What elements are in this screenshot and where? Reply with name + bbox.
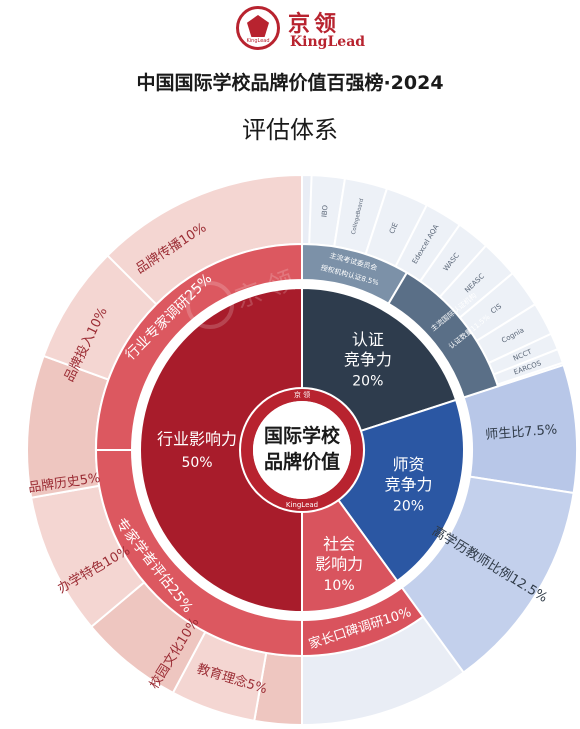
center-disc (253, 401, 351, 499)
outer-cell-high-edu (400, 475, 575, 674)
kinglead-logo: KingLead 京领 KingLead (236, 6, 366, 54)
inner-label-4-pct: 50% (181, 455, 212, 471)
header: KingLead 京领 KingLead 中国国际学校品牌价值百强榜·2024 … (0, 0, 580, 150)
inner-label-4-line1: 行业影响力 (157, 430, 237, 449)
logo-english-name: KingLead (290, 34, 366, 50)
middle-ring-intl-accreditation (387, 271, 500, 399)
page-subtitle: 评估体系 (242, 116, 338, 144)
logo-chinese-name: 京领 (288, 11, 341, 37)
inner-label-1-pct: 20% (352, 373, 383, 389)
page-title: 中国国际学校品牌价值百强榜·2024 (136, 72, 444, 94)
outer-logo-cie: CIE (388, 221, 400, 235)
middle-label-teacher-ratio: 师生比7.5% (485, 422, 558, 443)
inner-label-3-line1: 社会 (323, 535, 355, 554)
center-title-line1: 国际学校 (264, 424, 341, 447)
center-ring-bottom-text: KingLead (286, 501, 318, 509)
inner-label-3-line2: 影响力 (315, 555, 363, 574)
outer-logo-ibo: IBO (320, 204, 329, 217)
middle-ring-industry-survey (94, 242, 303, 451)
inner-label-1-line2: 竞争力 (344, 350, 392, 369)
center-title-line2: 品牌价值 (264, 450, 340, 473)
kinglead-emblem-icon: KingLead (236, 6, 280, 50)
inner-label-2-pct: 20% (393, 499, 424, 515)
inner-label-2-line2: 竞争力 (385, 475, 433, 494)
center-ring-top-text: 京 领 (294, 390, 310, 399)
inner-label-1-line1: 认证 (352, 330, 384, 349)
inner-label-3-pct: 10% (324, 578, 355, 594)
inner-label-2-line1: 师资 (393, 455, 425, 474)
emblem-text: KingLead (246, 38, 270, 44)
